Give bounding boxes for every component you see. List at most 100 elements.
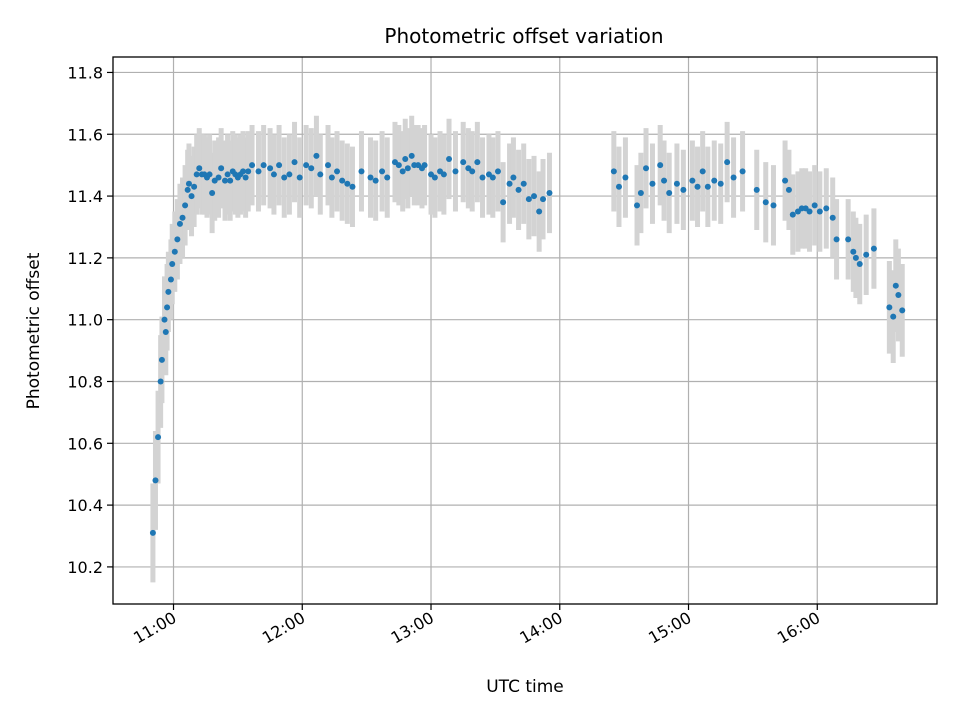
y-tick-label: 10.8 — [67, 372, 103, 391]
data-point — [334, 168, 341, 175]
data-point — [811, 202, 818, 209]
data-point — [661, 177, 668, 184]
data-point — [379, 168, 386, 175]
data-point — [344, 180, 351, 187]
data-point — [770, 202, 777, 209]
data-point — [852, 254, 859, 261]
data-point — [367, 174, 374, 181]
data-point — [281, 174, 288, 181]
data-point — [895, 291, 902, 298]
data-point — [176, 220, 183, 227]
data-point — [785, 186, 792, 193]
y-axis-ticks: 10.2 10.4 10.6 10.8 11.0 11.2 11.4 11.6 11.8 — [67, 63, 113, 577]
data-point — [399, 168, 406, 175]
data-point — [167, 276, 174, 283]
data-point — [500, 199, 507, 206]
data-point — [704, 183, 711, 190]
data-point — [890, 313, 897, 320]
data-point — [162, 329, 169, 336]
data-point — [806, 208, 813, 215]
data-point — [215, 174, 222, 181]
data-point — [358, 168, 365, 175]
data-points — [149, 152, 906, 536]
data-point — [179, 214, 186, 221]
x-tick-label: 12:00 — [259, 608, 308, 648]
data-point — [421, 162, 428, 169]
data-point — [408, 152, 415, 159]
data-point — [169, 261, 176, 268]
data-point — [886, 304, 893, 311]
data-point — [469, 168, 476, 175]
y-tick-label: 11.4 — [67, 187, 103, 206]
data-point — [328, 174, 335, 181]
x-tick-label: 13:00 — [388, 608, 437, 648]
data-point — [460, 159, 467, 166]
data-point — [833, 236, 840, 243]
data-point — [245, 168, 252, 175]
data-point — [196, 165, 203, 172]
data-point — [191, 183, 198, 190]
data-point — [510, 174, 517, 181]
data-point — [209, 189, 216, 196]
data-point — [161, 316, 168, 323]
data-point — [649, 180, 656, 187]
data-point — [431, 174, 438, 181]
data-point — [856, 261, 863, 268]
data-point — [870, 245, 877, 252]
data-point — [829, 214, 836, 221]
data-point — [525, 196, 532, 203]
data-point — [782, 177, 789, 184]
y-tick-label: 10.6 — [67, 434, 103, 453]
chart-title: Photometric offset variation — [384, 24, 663, 48]
data-point — [313, 152, 320, 159]
data-point — [164, 304, 171, 311]
data-point — [515, 186, 522, 193]
data-point — [899, 307, 906, 314]
data-point — [384, 174, 391, 181]
data-point — [762, 199, 769, 206]
data-point — [193, 171, 200, 178]
data-point — [816, 208, 823, 215]
y-axis-label: Photometric offset — [24, 252, 44, 409]
data-point — [892, 282, 899, 289]
data-point — [157, 378, 164, 385]
x-tick-label: 11:00 — [130, 608, 179, 648]
data-point — [291, 159, 298, 166]
data-point — [531, 193, 538, 200]
data-point — [863, 251, 870, 258]
data-point — [536, 208, 543, 215]
data-point — [717, 180, 724, 187]
data-point — [260, 162, 267, 169]
data-point — [372, 177, 379, 184]
data-point — [506, 180, 513, 187]
data-point — [255, 168, 262, 175]
data-point — [789, 211, 796, 218]
data-point — [286, 171, 293, 178]
data-point — [699, 168, 706, 175]
y-tick-label: 11.0 — [67, 311, 103, 330]
data-point — [694, 183, 701, 190]
data-point — [452, 168, 459, 175]
data-point — [185, 180, 192, 187]
x-tick-label: 15:00 — [645, 608, 694, 648]
data-point — [267, 165, 274, 172]
data-point — [739, 168, 746, 175]
data-point — [845, 236, 852, 243]
data-point — [349, 183, 356, 190]
data-point — [222, 177, 229, 184]
data-point — [520, 180, 527, 187]
data-point — [634, 202, 641, 209]
x-tick-label: 16:00 — [774, 608, 823, 648]
data-point — [753, 186, 760, 193]
data-point — [711, 177, 718, 184]
data-point — [174, 236, 181, 243]
data-point — [171, 248, 178, 255]
data-point — [206, 171, 213, 178]
data-point — [637, 189, 644, 196]
data-point — [165, 288, 172, 295]
data-point — [227, 177, 234, 184]
data-point — [643, 165, 650, 172]
data-point — [184, 186, 191, 193]
data-point — [494, 168, 501, 175]
data-point — [673, 180, 680, 187]
